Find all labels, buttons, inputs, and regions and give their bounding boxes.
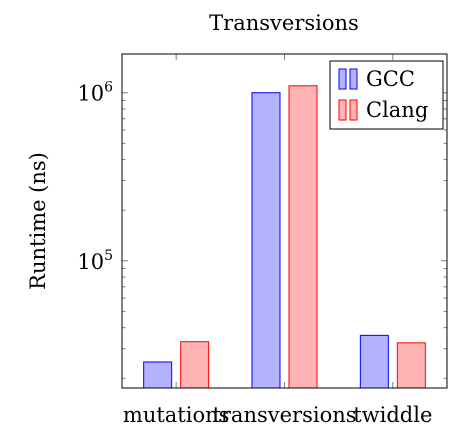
legend-swatch <box>338 68 347 90</box>
bar-gcc-twiddle <box>359 334 389 389</box>
legend-swatch <box>349 99 358 121</box>
y-tick-base: 10 <box>77 82 104 106</box>
y-tick-base: 10 <box>77 250 104 274</box>
legend-box <box>329 60 444 130</box>
y-tick-exponent: 6 <box>104 80 113 96</box>
bars <box>143 85 426 389</box>
x-tick-label: mutations <box>123 403 230 427</box>
chart-title: Transversions <box>209 11 359 35</box>
axis-ticks <box>122 54 447 388</box>
bar-clang-mutations <box>180 341 210 389</box>
legend-label: GCC <box>366 67 415 91</box>
bar-gcc-transversions <box>251 92 281 389</box>
legend-swatch <box>338 99 347 121</box>
legend-label: Clang <box>366 98 428 122</box>
bar-clang-twiddle <box>396 342 426 389</box>
plot-frame <box>121 53 448 389</box>
y-axis-label: Runtime (ns) <box>26 152 50 290</box>
bar-gcc-mutations <box>143 361 173 389</box>
x-tick-label: twiddle <box>353 403 432 427</box>
x-tick-label: transversions <box>212 403 356 427</box>
legend: GCC Clang <box>329 60 444 130</box>
y-tick-exponent: 5 <box>104 248 113 264</box>
y-tick-label: 105 <box>77 248 113 274</box>
legend-swatch <box>349 68 358 90</box>
bar-clang-transversions <box>288 85 318 389</box>
y-tick-label: 106 <box>77 80 113 106</box>
